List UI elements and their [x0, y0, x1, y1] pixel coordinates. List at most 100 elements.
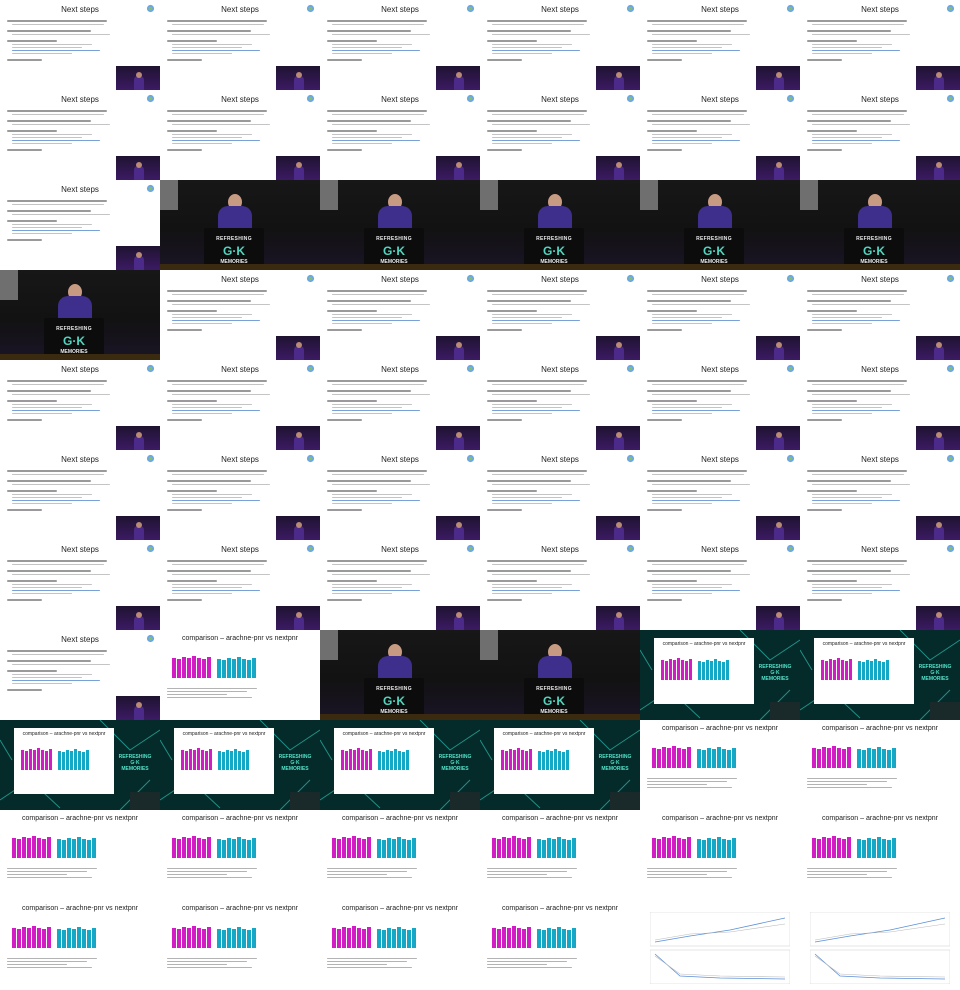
comparison-slide-thumbnail[interactable]: comparison – arachne-pnr vs nextpnr [320, 900, 480, 990]
next-steps-slide-thumbnail[interactable]: Next steps [320, 270, 480, 360]
bar-cyan [82, 929, 86, 948]
next-steps-slide-thumbnail[interactable]: Next steps [0, 90, 160, 180]
comparison-slide-thumbnail[interactable]: comparison – arachne-pnr vs nextpnr [160, 810, 320, 900]
stage-camera-thumbnail[interactable]: REFRESHING G·K MEMORIES [0, 270, 160, 360]
comparison-frame-thumbnail[interactable]: comparison – arachne-pnr vs nextpnr REFR… [480, 720, 640, 810]
next-steps-slide-thumbnail[interactable]: Next steps [640, 450, 800, 540]
bar-cyan [222, 840, 226, 858]
slide-title: Next steps [701, 455, 739, 464]
next-steps-slide-thumbnail[interactable]: Next steps [640, 270, 800, 360]
bar-cyan [387, 838, 391, 858]
bar-cyan [218, 751, 221, 770]
comparison-slide-thumbnail[interactable]: comparison – arachne-pnr vs nextpnr [320, 810, 480, 900]
comparison-frame-thumbnail[interactable]: comparison – arachne-pnr vs nextpnr REFR… [320, 720, 480, 810]
next-steps-slide-thumbnail[interactable]: Next steps [160, 450, 320, 540]
comparison-frame-thumbnail[interactable]: comparison – arachne-pnr vs nextpnr REFR… [800, 630, 960, 720]
comparison-slide-thumbnail[interactable]: comparison – arachne-pnr vs nextpnr [800, 810, 960, 900]
next-steps-slide-thumbnail[interactable]: Next steps [0, 180, 160, 270]
next-steps-slide-thumbnail[interactable]: Next steps [640, 360, 800, 450]
comparison-slide-thumbnail[interactable]: comparison – arachne-pnr vs nextpnr [160, 630, 320, 720]
comparison-slide-thumbnail[interactable]: comparison – arachne-pnr vs nextpnr [0, 810, 160, 900]
comparison-slide-thumbnail[interactable]: comparison – arachne-pnr vs nextpnr [160, 900, 320, 990]
comparison-frame-thumbnail[interactable]: comparison – arachne-pnr vs nextpnr REFR… [160, 720, 320, 810]
slide-title: Next steps [381, 365, 419, 374]
bar-magenta [822, 747, 826, 768]
next-steps-slide-thumbnail[interactable]: Next steps [800, 270, 960, 360]
slide-title: Next steps [541, 455, 579, 464]
bar-cyan [862, 750, 866, 768]
next-steps-slide-thumbnail[interactable]: Next steps [320, 0, 480, 90]
next-steps-slide-thumbnail[interactable]: Next steps [800, 360, 960, 450]
next-steps-slide-thumbnail[interactable]: Next steps [800, 0, 960, 90]
next-steps-slide-thumbnail[interactable]: Next steps [0, 540, 160, 630]
comparison-slide-thumbnail[interactable]: comparison – arachne-pnr vs nextpnr [640, 720, 800, 810]
next-steps-slide-thumbnail[interactable]: Next steps [320, 540, 480, 630]
next-steps-slide-thumbnail[interactable]: Next steps [640, 540, 800, 630]
next-steps-slide-thumbnail[interactable]: Next steps [0, 450, 160, 540]
graph-slide-thumbnail[interactable] [800, 900, 960, 990]
stage-camera-thumbnail[interactable]: REFRESHING G·K MEMORIES [320, 180, 480, 270]
next-steps-slide-thumbnail[interactable]: Next steps [0, 0, 160, 90]
speaker-camera-inset [116, 606, 160, 630]
bar-magenta [202, 659, 206, 678]
slide-bullet-lines [7, 20, 117, 63]
stage-camera-thumbnail[interactable]: REFRESHING G·K MEMORIES [320, 630, 480, 720]
next-steps-slide-thumbnail[interactable]: Next steps [160, 90, 320, 180]
bar-cyan [242, 659, 246, 678]
next-steps-slide-thumbnail[interactable]: Next steps [0, 360, 160, 450]
next-steps-slide-thumbnail[interactable]: Next steps [160, 0, 320, 90]
bar-magenta [525, 751, 528, 770]
bar-cyan [562, 752, 565, 770]
bar-magenta [342, 927, 346, 948]
next-steps-slide-thumbnail[interactable]: Next steps [640, 0, 800, 90]
next-steps-slide-thumbnail[interactable]: Next steps [480, 270, 640, 360]
next-steps-slide-thumbnail[interactable]: Next steps [480, 90, 640, 180]
podium-text-line3: MEMORIES [220, 259, 248, 265]
bar-magenta [362, 839, 366, 858]
stage-camera-thumbnail[interactable]: REFRESHING G·K MEMORIES [480, 630, 640, 720]
next-steps-slide-thumbnail[interactable]: Next steps [320, 360, 480, 450]
bar-cyan [242, 929, 246, 948]
comparison-slide-thumbnail[interactable]: comparison – arachne-pnr vs nextpnr [480, 810, 640, 900]
next-steps-slide-thumbnail[interactable]: Next steps [800, 90, 960, 180]
next-steps-slide-thumbnail[interactable]: Next steps [320, 90, 480, 180]
slide-title: Next steps [221, 275, 259, 284]
podium-text-line2: G·K [543, 244, 565, 258]
comparison-slide-thumbnail[interactable]: comparison – arachne-pnr vs nextpnr [800, 720, 960, 810]
next-steps-slide-thumbnail[interactable]: Next steps [160, 540, 320, 630]
next-steps-slide-thumbnail[interactable]: Next steps [160, 360, 320, 450]
comparison-title: comparison – arachne-pnr vs nextpnr [502, 731, 586, 737]
next-steps-slide-thumbnail[interactable]: Next steps [480, 450, 640, 540]
next-steps-slide-thumbnail[interactable]: Next steps [320, 450, 480, 540]
next-steps-slide-thumbnail[interactable]: Next steps [0, 630, 160, 720]
bar-magenta [667, 838, 671, 858]
comparison-frame-thumbnail[interactable]: comparison – arachne-pnr vs nextpnr REFR… [640, 630, 800, 720]
stage-camera-thumbnail[interactable]: REFRESHING G·K MEMORIES [480, 180, 640, 270]
logo-icon [306, 94, 315, 103]
next-steps-slide-thumbnail[interactable]: Next steps [480, 360, 640, 450]
bar-magenta [521, 750, 524, 770]
comparison-slide-thumbnail[interactable]: comparison – arachne-pnr vs nextpnr [0, 900, 160, 990]
next-steps-slide-thumbnail[interactable]: Next steps [160, 270, 320, 360]
stage-camera-thumbnail[interactable]: REFRESHING G·K MEMORIES [800, 180, 960, 270]
slide-title: Next steps [861, 5, 899, 14]
comparison-title: comparison – arachne-pnr vs nextpnr [182, 731, 266, 737]
comparison-slide-inset: comparison – arachne-pnr vs nextpnr [334, 728, 434, 794]
next-steps-slide-thumbnail[interactable]: Next steps [800, 450, 960, 540]
next-steps-slide-thumbnail[interactable]: Next steps [640, 90, 800, 180]
comparison-bar-chart [812, 742, 948, 768]
next-steps-slide-thumbnail[interactable]: Next steps [480, 540, 640, 630]
bar-magenta [497, 929, 501, 948]
graph-slide-thumbnail[interactable] [640, 900, 800, 990]
stage-floor [640, 264, 800, 270]
slide-title: Next steps [221, 455, 259, 464]
stage-camera-thumbnail[interactable]: REFRESHING G·K MEMORIES [160, 180, 320, 270]
comparison-slide-thumbnail[interactable]: comparison – arachne-pnr vs nextpnr [480, 900, 640, 990]
comparison-slide-thumbnail[interactable]: comparison – arachne-pnr vs nextpnr [640, 810, 800, 900]
stage-camera-thumbnail[interactable]: REFRESHING G·K MEMORIES [640, 180, 800, 270]
next-steps-slide-thumbnail[interactable]: Next steps [480, 0, 640, 90]
comparison-title: comparison – arachne-pnr vs nextpnr [22, 731, 106, 737]
next-steps-slide-thumbnail[interactable]: Next steps [800, 540, 960, 630]
comparison-frame-thumbnail[interactable]: comparison – arachne-pnr vs nextpnr REFR… [0, 720, 160, 810]
bar-magenta [192, 926, 196, 948]
